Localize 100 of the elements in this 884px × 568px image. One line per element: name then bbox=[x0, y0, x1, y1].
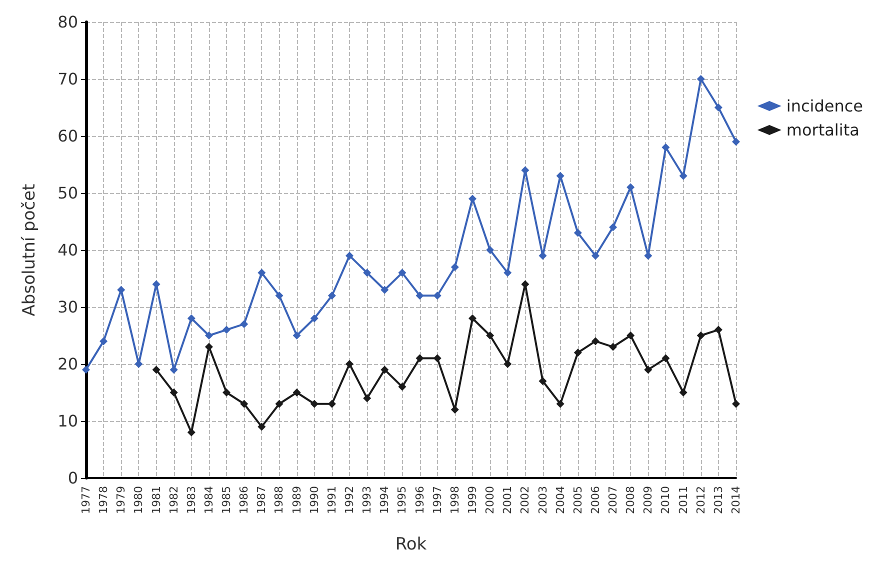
point bbox=[346, 360, 354, 368]
point bbox=[275, 400, 284, 408]
point bbox=[609, 223, 618, 232]
point bbox=[292, 388, 301, 396]
point bbox=[433, 292, 442, 300]
point bbox=[732, 138, 740, 146]
point bbox=[398, 382, 406, 391]
y-tick-label: 20 bbox=[58, 354, 78, 374]
point bbox=[240, 400, 248, 408]
point bbox=[486, 246, 494, 254]
point bbox=[626, 332, 635, 340]
x-tick-label: 2006 bbox=[588, 486, 602, 514]
point bbox=[591, 252, 600, 260]
point bbox=[187, 428, 196, 436]
x-tick-label: 1994 bbox=[378, 486, 392, 514]
y-tick-label: 50 bbox=[58, 184, 78, 202]
x-tick-label: 1984 bbox=[202, 486, 216, 514]
point bbox=[714, 326, 722, 334]
point bbox=[204, 342, 213, 351]
point bbox=[363, 268, 372, 277]
x-tick-label: 2011 bbox=[676, 486, 690, 514]
point bbox=[433, 354, 442, 362]
point bbox=[468, 194, 476, 203]
point bbox=[117, 286, 126, 294]
point bbox=[222, 388, 231, 396]
x-tick-label: 1979 bbox=[114, 486, 128, 514]
point bbox=[310, 314, 318, 322]
point bbox=[468, 314, 476, 322]
y-axis-title: Absolutní počet bbox=[20, 183, 40, 316]
point bbox=[696, 75, 705, 83]
point bbox=[732, 400, 740, 408]
point bbox=[609, 342, 618, 351]
point bbox=[574, 348, 582, 357]
legend-label: mortalita bbox=[786, 120, 860, 140]
y-tick-label: 80 bbox=[58, 12, 78, 32]
point bbox=[152, 366, 160, 374]
y-tick-label: 40 bbox=[58, 240, 78, 260]
x-tick-label: 2003 bbox=[536, 486, 550, 514]
point bbox=[591, 337, 600, 346]
x-tick-label: 2000 bbox=[484, 486, 497, 514]
point bbox=[662, 143, 670, 152]
point bbox=[398, 268, 406, 277]
point bbox=[82, 366, 90, 374]
x-tick-label: 1978 bbox=[97, 486, 110, 514]
point bbox=[626, 183, 635, 192]
y-tick-label: 10 bbox=[58, 412, 78, 430]
x-axis-title: Rok bbox=[395, 534, 427, 554]
point bbox=[222, 326, 231, 334]
x-tick-label: 1983 bbox=[184, 486, 198, 514]
x-tick-label: 1993 bbox=[360, 486, 374, 514]
point bbox=[679, 172, 688, 180]
x-tick-label: 2007 bbox=[606, 486, 620, 514]
point bbox=[416, 354, 424, 362]
point bbox=[275, 292, 284, 300]
point bbox=[292, 332, 301, 340]
x-tick-label: 1990 bbox=[308, 486, 321, 514]
point bbox=[328, 292, 336, 300]
x-tick-label: 2014 bbox=[730, 486, 742, 514]
x-tick-label: 2009 bbox=[642, 486, 655, 514]
point bbox=[486, 332, 494, 340]
y-tick-label: 30 bbox=[58, 298, 78, 316]
x-tick-label: 2002 bbox=[518, 486, 532, 514]
x-tick-label: 1991 bbox=[325, 486, 338, 514]
x-tick-label: 1998 bbox=[448, 486, 462, 514]
point bbox=[714, 104, 722, 112]
point bbox=[504, 360, 512, 368]
x-tick-label: 1987 bbox=[255, 486, 268, 514]
point bbox=[538, 377, 547, 386]
y-tick-label: 70 bbox=[58, 70, 78, 88]
point bbox=[662, 354, 670, 362]
y-tick-label: 60 bbox=[58, 126, 78, 146]
point bbox=[258, 268, 266, 277]
x-tick-label: 1981 bbox=[150, 486, 163, 514]
x-tick-label: 2001 bbox=[501, 486, 514, 514]
point bbox=[100, 337, 108, 346]
point bbox=[170, 388, 178, 396]
point bbox=[204, 332, 213, 340]
point bbox=[696, 332, 705, 340]
x-tick-label: 1985 bbox=[220, 486, 234, 514]
x-tick-label: 1989 bbox=[290, 486, 304, 514]
legend-label: incidence bbox=[786, 96, 863, 116]
point bbox=[328, 400, 336, 408]
x-tick-label: 1982 bbox=[167, 486, 180, 514]
x-tick-label: 1980 bbox=[132, 486, 146, 514]
x-tick-label: 1986 bbox=[238, 486, 251, 514]
point bbox=[504, 268, 512, 277]
point bbox=[380, 366, 389, 374]
x-tick-label: 2008 bbox=[624, 486, 638, 514]
x-tick-label: 1999 bbox=[466, 486, 479, 514]
x-tick-label: 1996 bbox=[413, 486, 426, 514]
x-tick-label: 2005 bbox=[571, 486, 584, 514]
x-tick-label: 1992 bbox=[343, 486, 356, 514]
point bbox=[346, 252, 354, 260]
point bbox=[644, 366, 652, 374]
point bbox=[187, 314, 196, 322]
x-tick-label: 2010 bbox=[659, 486, 672, 514]
x-tick-label: 1977 bbox=[80, 486, 92, 514]
x-tick-label: 2004 bbox=[554, 486, 567, 514]
x-tick-label: 1995 bbox=[396, 486, 409, 514]
y-tick-label: 0 bbox=[68, 468, 78, 488]
